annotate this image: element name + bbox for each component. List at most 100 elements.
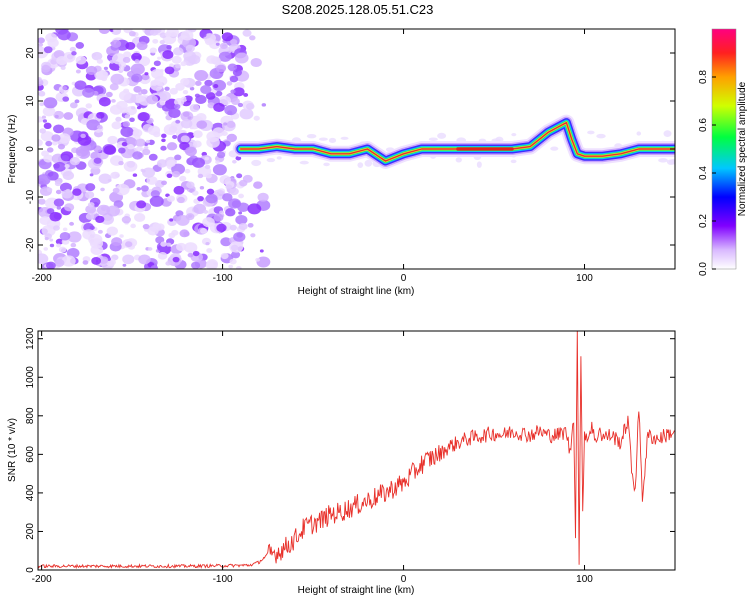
noise-blob	[142, 167, 156, 178]
noise-blob	[228, 198, 241, 209]
noise-blob	[219, 95, 231, 106]
noise-blob	[180, 111, 194, 122]
snr-x-ticks: -200 -100 0 100	[32, 331, 593, 585]
noise-blob	[164, 86, 170, 91]
noise-blob	[122, 121, 131, 128]
noise-blob	[364, 159, 373, 167]
noise-blob	[166, 195, 175, 202]
noise-blob	[261, 103, 267, 107]
noise-blob	[222, 193, 233, 202]
noise-blob	[46, 187, 53, 193]
noise-blob	[161, 138, 166, 143]
noise-blob	[203, 209, 209, 214]
spectrogram-y-axis-label: Frequency (Hz)	[7, 115, 18, 184]
noise-blob	[38, 139, 43, 147]
noise-blob	[97, 229, 103, 234]
noise-blob	[60, 65, 66, 70]
noise-blob	[232, 159, 237, 164]
noise-blob	[215, 90, 223, 97]
noise-blob	[235, 155, 242, 161]
noise-blob	[111, 99, 116, 103]
noise-blob	[135, 146, 143, 152]
noise-blob	[138, 92, 143, 96]
noise-blob	[213, 84, 219, 89]
noise-blob	[75, 42, 85, 49]
noise-blob	[62, 171, 75, 181]
noise-blob	[199, 32, 207, 38]
noise-blob	[299, 160, 309, 165]
colorbar: 0.0 0.2 0.4 0.6 0.8 Normalized spectral ampl…	[698, 28, 748, 276]
noise-blob	[149, 195, 164, 207]
noise-blob	[47, 38, 59, 48]
noise-blob	[437, 132, 447, 139]
noise-blob	[192, 250, 200, 257]
noise-blob	[89, 173, 94, 177]
noise-blob	[49, 238, 54, 242]
noise-blob	[161, 104, 172, 112]
noise-blob	[233, 231, 246, 242]
noise-blob	[149, 47, 158, 54]
noise-blob	[230, 89, 236, 94]
noise-blob	[39, 128, 46, 134]
noise-blob	[174, 154, 182, 161]
y-tick-label: -20	[25, 237, 36, 252]
noise-blob	[340, 136, 349, 140]
noise-blob	[166, 159, 176, 168]
x-tick-label: -200	[32, 273, 52, 284]
noise-blob	[228, 264, 234, 269]
noise-blob	[69, 102, 78, 109]
noise-blob	[40, 131, 54, 142]
noise-blob	[91, 51, 103, 61]
noise-blob	[149, 29, 159, 36]
y-tick-label: 800	[25, 407, 36, 424]
noise-blob	[225, 184, 233, 190]
noise-blob	[39, 216, 51, 226]
noise-blob	[75, 55, 87, 65]
noise-blob	[194, 80, 202, 86]
noise-blob	[250, 57, 262, 68]
snr-y-ticks: 0 200 400 600 800 1000 1200	[25, 327, 675, 573]
noise-blob	[120, 126, 134, 138]
noise-blob	[96, 124, 103, 130]
noise-blob	[64, 164, 70, 169]
noise-blob	[202, 217, 215, 228]
noise-blob	[128, 30, 136, 37]
noise-blob	[455, 157, 462, 163]
snr-panel: -200 -100 0 100 0 200 400 600 800 1000 1200 Heigh…	[7, 327, 676, 596]
noise-blob	[225, 208, 236, 217]
noise-blob	[109, 104, 123, 115]
noise-blob	[58, 246, 67, 253]
noise-blob	[259, 249, 264, 253]
noise-blob	[231, 251, 241, 259]
noise-blob	[200, 85, 212, 95]
noise-blob	[204, 164, 211, 170]
noise-blob	[204, 156, 210, 161]
noise-blob	[306, 134, 317, 139]
noise-blob	[87, 202, 95, 208]
noise-blob	[41, 64, 51, 73]
noise-blob	[107, 135, 118, 145]
chart-title: S208.2025.128.05.51.C23	[281, 2, 434, 17]
noise-blobs	[38, 29, 675, 269]
noise-blob	[118, 90, 132, 101]
noise-blob	[140, 88, 148, 95]
noise-blob	[85, 103, 93, 109]
noise-blob	[164, 66, 175, 75]
noise-blob	[205, 241, 210, 246]
noise-blob	[235, 266, 242, 269]
noise-blob	[185, 44, 195, 53]
colorbar-frame	[711, 28, 737, 270]
noise-blob	[215, 42, 220, 46]
noise-blob	[205, 173, 212, 179]
y-tick-label: 400	[25, 484, 36, 501]
noise-blob	[132, 129, 143, 137]
noise-blob	[134, 213, 146, 222]
noise-blob	[38, 90, 46, 97]
noise-blob	[213, 213, 224, 222]
noise-blob	[180, 119, 193, 129]
noise-blob	[74, 80, 87, 90]
noise-blob	[106, 205, 121, 217]
noise-blob	[147, 247, 153, 251]
noise-blob	[98, 256, 109, 264]
noise-blob	[215, 160, 220, 164]
